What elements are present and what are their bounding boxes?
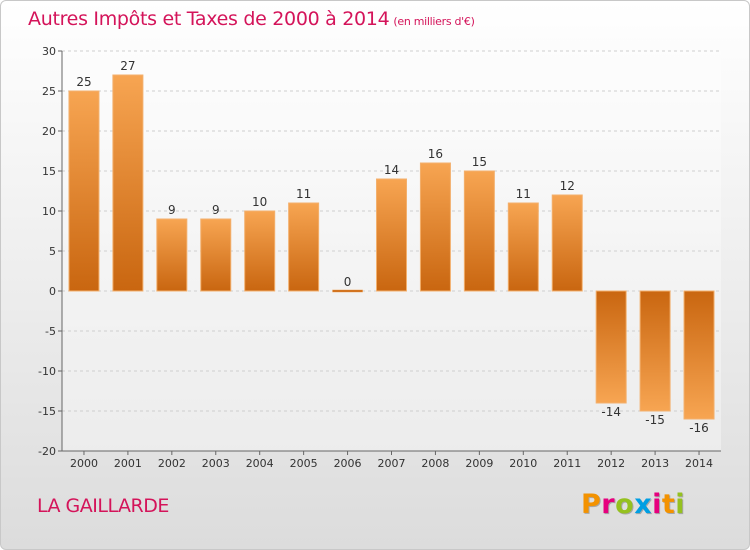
x-tick-label: 2014: [685, 457, 713, 470]
bar: [112, 74, 144, 292]
y-tick-label: 10: [42, 205, 56, 218]
bar-value-label: -16: [689, 421, 709, 435]
x-tick-label: 2005: [290, 457, 318, 470]
bar: [156, 218, 188, 292]
y-tick-label: 5: [49, 245, 56, 258]
bar-value-label: 9: [212, 203, 220, 217]
bar-value-label: 11: [296, 187, 311, 201]
x-tick-label: 2007: [378, 457, 406, 470]
proxiti-logo: Proxiti: [581, 489, 685, 520]
logo-letter: o: [615, 489, 635, 520]
bar: [332, 289, 363, 293]
bar-value-label: 27: [120, 59, 135, 73]
bar-value-label: 12: [560, 179, 575, 193]
x-tick-label: 2003: [202, 457, 230, 470]
chart-title: Autres Impôts et Taxes de 2000 à 2014 (en…: [28, 8, 475, 30]
commune-name: LA GAILLARDE: [37, 495, 169, 517]
logo-letter: t: [661, 489, 676, 520]
bar-value-label: 9: [168, 203, 176, 217]
bar-value-label: -14: [601, 405, 621, 419]
bar: [507, 202, 539, 292]
chart-title-text: Autres Impôts et Taxes de 2000 à 2014: [28, 8, 390, 30]
logo-letter: i: [675, 489, 686, 520]
bar-value-label: 10: [252, 195, 267, 209]
x-tick-label: 2010: [509, 457, 537, 470]
bar: [683, 290, 715, 420]
x-tick-label: 2004: [246, 457, 274, 470]
bar: [419, 162, 451, 292]
y-tick-label: -15: [38, 405, 56, 418]
y-tick-label: 20: [42, 125, 56, 138]
bar: [639, 290, 671, 412]
bar-value-label: 0: [344, 275, 352, 289]
chart-subtitle: (en milliers d'€): [393, 15, 475, 28]
y-tick-label: 0: [49, 285, 56, 298]
bar-value-label: 11: [516, 187, 531, 201]
x-tick-label: 2008: [421, 457, 449, 470]
y-tick-label: -20: [38, 445, 56, 458]
bar: [288, 202, 320, 292]
logo-letter: i: [652, 489, 662, 520]
bar: [551, 194, 583, 292]
x-tick-label: 2001: [114, 457, 142, 470]
bar: [463, 170, 495, 292]
x-tick-label: 2000: [70, 457, 98, 470]
logo-letter: P: [581, 489, 602, 520]
y-tick-label: 15: [42, 165, 56, 178]
y-tick-label: 30: [42, 45, 56, 58]
logo-letter: r: [601, 489, 616, 520]
bar: [200, 218, 232, 292]
bar: [68, 90, 100, 292]
bar-value-label: 16: [428, 147, 443, 161]
x-tick-label: 2011: [553, 457, 581, 470]
y-tick-label: -5: [45, 325, 56, 338]
bar-value-label: -15: [645, 413, 665, 427]
y-tick-label: -10: [38, 365, 56, 378]
bar: [244, 210, 276, 292]
bar-value-label: 15: [472, 155, 487, 169]
logo-letter: x: [634, 489, 653, 520]
x-tick-label: 2013: [641, 457, 669, 470]
bar: [595, 290, 627, 404]
y-tick-label: 25: [42, 85, 56, 98]
x-tick-label: 2012: [597, 457, 625, 470]
x-tick-label: 2006: [334, 457, 362, 470]
x-tick-label: 2002: [158, 457, 186, 470]
bar-value-label: 14: [384, 163, 399, 177]
x-tick-label: 2009: [465, 457, 493, 470]
bar: [376, 178, 407, 292]
bar-value-label: 25: [76, 75, 91, 89]
